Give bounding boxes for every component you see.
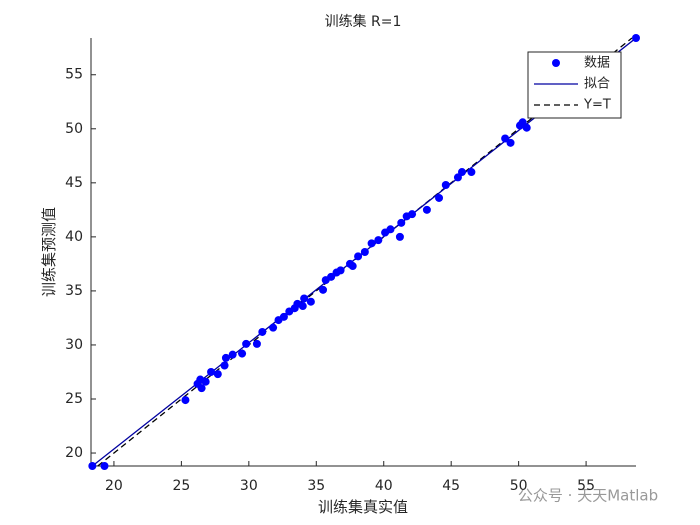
legend-label: 拟合	[584, 77, 610, 92]
data-point	[238, 349, 247, 358]
data-point	[300, 294, 309, 303]
legend-label: 数据	[584, 56, 610, 71]
data-point	[258, 327, 267, 336]
data-point	[467, 168, 476, 177]
data-point	[197, 384, 206, 393]
data-point	[221, 353, 230, 362]
chart-title: 训练集 R=1	[325, 13, 402, 30]
data-point	[632, 34, 640, 42]
x-tick-label: 50	[510, 478, 528, 494]
data-point	[395, 232, 404, 241]
data-point	[279, 312, 288, 321]
data-point	[319, 285, 328, 294]
data-point	[228, 350, 237, 359]
x-axis-label: 训练集真实值	[318, 498, 408, 516]
data-point	[522, 123, 531, 132]
y-tick-label: 40	[65, 229, 83, 245]
data-point	[213, 370, 222, 379]
y-tick-label: 50	[65, 121, 83, 137]
legend-label: Y=T	[583, 98, 611, 113]
data-point	[298, 302, 307, 311]
y-tick-label: 30	[65, 337, 83, 353]
y-tick-label: 20	[65, 445, 83, 461]
data-point	[269, 323, 278, 332]
data-point	[457, 168, 466, 177]
x-tick-label: 55	[577, 478, 595, 494]
data-point	[506, 138, 515, 147]
data-point	[374, 236, 383, 245]
data-point	[252, 339, 261, 348]
y-tick-label: 45	[65, 175, 83, 191]
x-tick-label: 20	[105, 478, 123, 494]
data-point	[336, 266, 345, 275]
legend-box	[527, 51, 622, 119]
data-point	[207, 367, 216, 376]
data-point	[386, 225, 395, 234]
data-point	[422, 205, 431, 214]
watermark: 公众号 · 天天Matlab	[518, 487, 658, 505]
data-point	[220, 361, 229, 370]
data-point	[181, 396, 190, 405]
data-point	[367, 239, 376, 248]
y-tick-label: 55	[65, 67, 83, 83]
x-tick-label: 25	[172, 478, 190, 494]
legend-marker	[552, 59, 560, 67]
data-point	[397, 218, 406, 227]
data-point	[348, 262, 357, 271]
data-point	[354, 252, 363, 261]
data-point	[435, 193, 444, 202]
x-tick-label: 45	[442, 478, 460, 494]
data-point	[408, 210, 417, 219]
data-point	[306, 297, 315, 306]
data-point	[88, 462, 97, 470]
data-point	[327, 272, 336, 281]
data-point	[201, 377, 210, 386]
data-point	[242, 339, 251, 348]
data-point	[360, 248, 369, 256]
x-tick-label: 40	[375, 478, 393, 494]
y-tick-label: 35	[65, 283, 83, 299]
x-tick-label: 30	[240, 478, 258, 494]
y-tick-label: 25	[65, 391, 83, 407]
data-point	[501, 134, 510, 143]
data-point	[100, 462, 109, 470]
data-point	[441, 180, 450, 189]
x-tick-label: 35	[307, 478, 325, 494]
y-axis-label: 训练集预测值	[40, 207, 58, 297]
